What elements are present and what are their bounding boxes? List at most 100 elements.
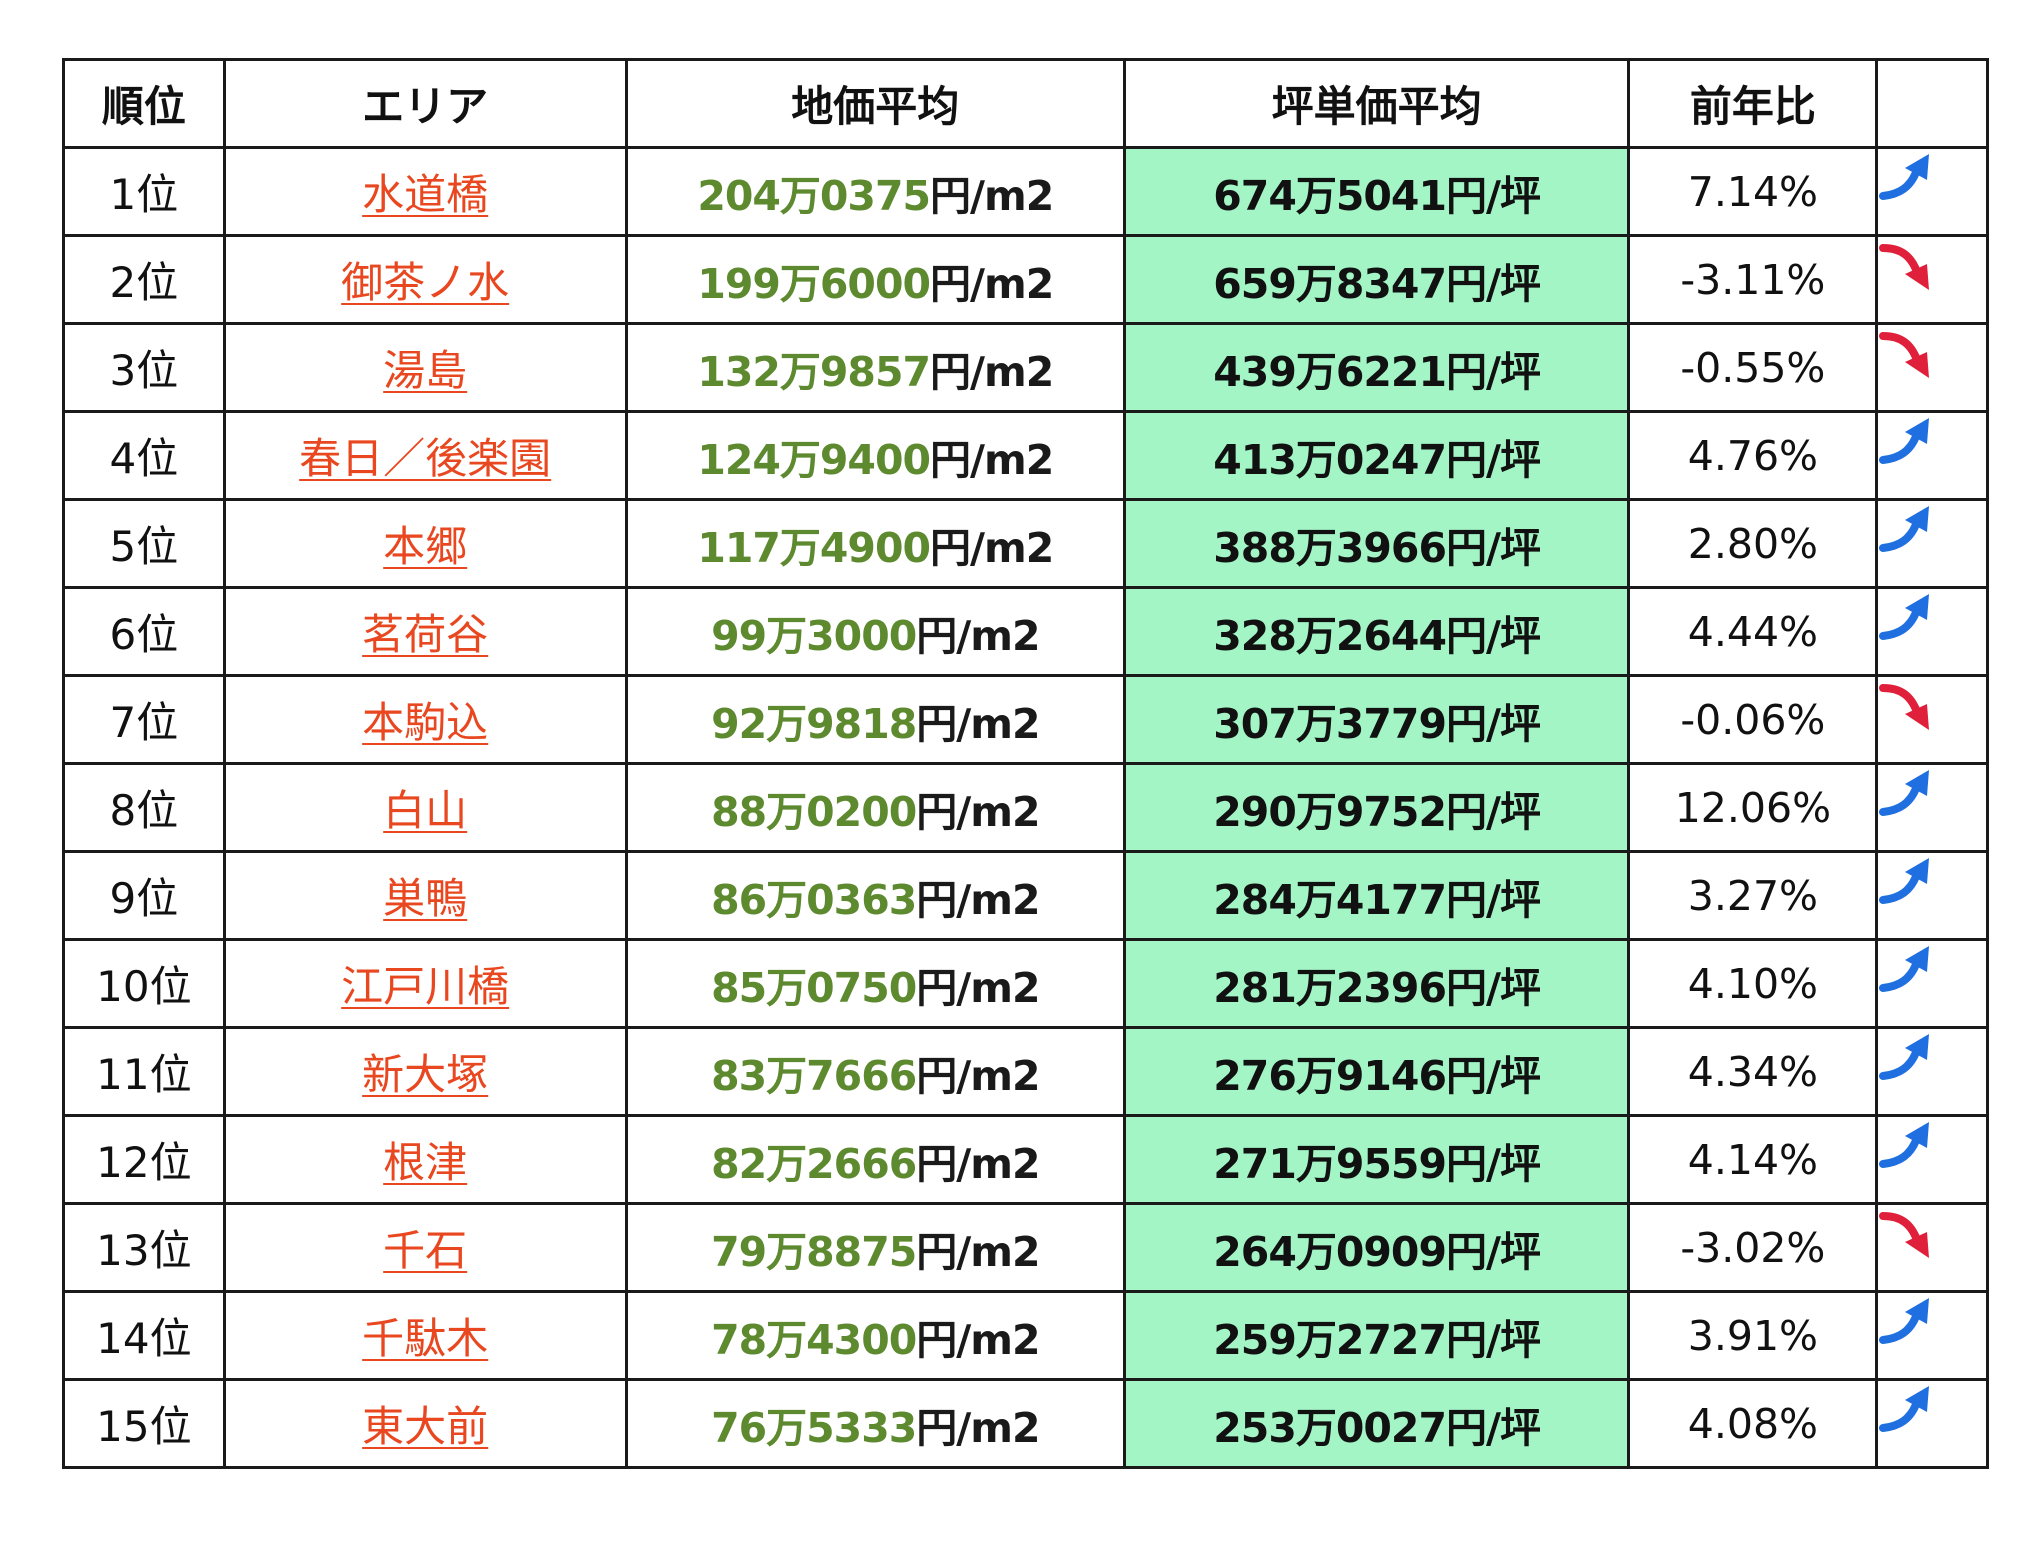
header-area: エリア — [222, 58, 628, 149]
area-link[interactable]: 千駄木 — [362, 1314, 489, 1363]
tsubo-price-cell: 413万0247円/坪 — [1122, 410, 1631, 501]
table-row: 5位 本郷 117万4900円/m2 388万3966円/坪 2.80% — [62, 498, 1989, 589]
area-link[interactable]: 茗荷谷 — [362, 610, 489, 659]
yoy-cell: 7.14% — [1627, 146, 1879, 237]
area-link[interactable]: 白山 — [383, 786, 468, 835]
table-row: 4位 春日／後楽園 124万9400円/m2 413万0247円/坪 4.76% — [62, 410, 1989, 501]
area-link[interactable]: 千石 — [383, 1226, 468, 1275]
rank-cell: 1位 — [62, 146, 226, 237]
yoy-cell: 4.44% — [1627, 586, 1879, 677]
table-row: 6位 茗荷谷 99万3000円/m2 328万2644円/坪 4.44% — [62, 586, 1989, 677]
land-price-cell: 132万9857円/m2 — [624, 322, 1126, 413]
table-row: 2位 御茶ノ水 199万6000円/m2 659万8347円/坪 -3.11% — [62, 234, 1989, 325]
arrow-up-icon — [1879, 1298, 1930, 1344]
rank-cell: 3位 — [62, 322, 226, 413]
rank-cell: 6位 — [62, 586, 226, 677]
table-body: 1位 水道橋 204万0375 円/m2 674万5041円/坪 7.14% 2位 御茶ノ水 1… — [62, 146, 1989, 1469]
rank-cell: 13位 — [62, 1202, 226, 1293]
land-price-unit: 円/m2 — [916, 787, 1040, 836]
area-link[interactable]: 江戸川橋 — [341, 962, 510, 1011]
land-price-unit: 円/m2 — [916, 963, 1040, 1012]
tsubo-price-cell: 284万4177円/坪 — [1122, 850, 1631, 941]
tsubo-price-cell: 307万3779円/坪 — [1122, 674, 1631, 765]
header-yoy: 前年比 — [1627, 58, 1879, 149]
trend-cell — [1875, 586, 1989, 677]
yoy-cell: 4.08% — [1627, 1378, 1879, 1469]
arrow-up-icon — [1879, 1122, 1930, 1168]
table-row: 13位 千石 79万8875円/m2 264万0909円/坪 -3.02% — [62, 1202, 1989, 1293]
land-price-cell: 82万2666円/m2 — [624, 1114, 1126, 1205]
area-link[interactable]: 湯島 — [383, 346, 468, 395]
land-price-ranking-table: 順位 エリア 地価平均 坪単価平均 前年比 1位 水道橋 204万0375 円/m2 6… — [62, 58, 1989, 1469]
area-cell: 本郷 — [222, 498, 628, 589]
land-price-value: 92万9818 — [711, 699, 917, 748]
land-price-unit: 円/m2 — [916, 1403, 1040, 1452]
tsubo-price-cell: 264万0909円/坪 — [1122, 1202, 1631, 1293]
trend-cell — [1875, 1114, 1989, 1205]
yoy-cell: 4.10% — [1627, 938, 1879, 1029]
land-price-unit: 円/m2 — [916, 1051, 1040, 1100]
land-price-cell: 78万4300円/m2 — [624, 1290, 1126, 1381]
area-link[interactable]: 本郷 — [383, 522, 468, 571]
area-link[interactable]: 新大塚 — [362, 1050, 489, 1099]
trend-cell — [1875, 850, 1989, 941]
yoy-cell: 2.80% — [1627, 498, 1879, 589]
arrow-up-icon — [1879, 418, 1930, 464]
arrow-up-icon — [1879, 770, 1930, 816]
land-price-value: 204万0375 — [697, 171, 931, 220]
trend-cell — [1875, 938, 1989, 1029]
trend-cell — [1875, 146, 1989, 237]
land-price-cell: 85万0750円/m2 — [624, 938, 1126, 1029]
table-row: 8位 白山 88万0200円/m2 290万9752円/坪 12.06% — [62, 762, 1989, 853]
table-row: 7位 本駒込 92万9818円/m2 307万3779円/坪 -0.06% — [62, 674, 1989, 765]
land-price-unit: 円/m2 — [930, 259, 1054, 308]
area-cell: 湯島 — [222, 322, 628, 413]
land-price-unit: 円/m2 — [916, 699, 1040, 748]
area-link[interactable]: 水道橋 — [362, 170, 489, 219]
yoy-cell: 4.76% — [1627, 410, 1879, 501]
rank-cell: 5位 — [62, 498, 226, 589]
arrow-up-icon — [1879, 154, 1930, 200]
area-link[interactable]: 東大前 — [362, 1402, 489, 1451]
arrow-up-icon — [1879, 506, 1930, 552]
area-link[interactable]: 根津 — [383, 1138, 468, 1187]
table-row: 11位 新大塚 83万7666円/m2 276万9146円/坪 4.34% — [62, 1026, 1989, 1117]
land-price-value: 99万3000 — [711, 611, 917, 660]
area-link[interactable]: 本駒込 — [362, 698, 489, 747]
area-link[interactable]: 御茶ノ水 — [341, 258, 510, 307]
header-row: 順位 エリア 地価平均 坪単価平均 前年比 — [62, 58, 1989, 149]
land-price-value: 132万9857 — [697, 347, 931, 396]
area-cell: 巣鴨 — [222, 850, 628, 941]
land-price-unit: 円/m2 — [916, 1139, 1040, 1188]
table-row: 15位 東大前 76万5333円/m2 253万0027円/坪 4.08% — [62, 1378, 1989, 1469]
rank-cell: 9位 — [62, 850, 226, 941]
area-link[interactable]: 巣鴨 — [383, 874, 468, 923]
land-price-unit: 円/m2 — [930, 347, 1054, 396]
header-land-price: 地価平均 — [624, 58, 1126, 149]
yoy-cell: 3.27% — [1627, 850, 1879, 941]
table-row: 1位 水道橋 204万0375円/m2 674万5041円/坪 7.14% — [62, 146, 1989, 237]
land-price-unit: 円/m2 — [916, 1227, 1040, 1276]
table-row: 12位 根津 82万2666円/m2 271万9559円/坪 4.14% — [62, 1114, 1989, 1205]
arrow-up-icon — [1879, 946, 1930, 992]
tsubo-price-cell: 674万5041円/坪 — [1122, 146, 1631, 237]
table-row: 9位 巣鴨 86万0363円/m2 284万4177円/坪 3.27% — [62, 850, 1989, 941]
arrow-down-icon — [1879, 684, 1930, 730]
trend-cell — [1875, 410, 1989, 501]
land-price-value: 83万7666 — [711, 1051, 917, 1100]
area-cell: 御茶ノ水 — [222, 234, 628, 325]
tsubo-price-cell: 259万2727円/坪 — [1122, 1290, 1631, 1381]
area-cell: 水道橋 — [222, 146, 628, 237]
land-price-cell: 124万9400円/m2 — [624, 410, 1126, 501]
yoy-cell: 12.06% — [1627, 762, 1879, 853]
land-price-value: 199万6000 — [697, 259, 931, 308]
yoy-cell: -0.06% — [1627, 674, 1879, 765]
area-link[interactable]: 春日／後楽園 — [299, 434, 552, 483]
land-price-cell: 76万5333円/m2 — [624, 1378, 1126, 1469]
arrow-up-icon — [1879, 1034, 1930, 1080]
area-cell: 千石 — [222, 1202, 628, 1293]
land-price-cell: 99万3000円/m2 — [624, 586, 1126, 677]
land-price-unit: 円/m2 — [930, 435, 1054, 484]
rank-cell: 2位 — [62, 234, 226, 325]
trend-cell — [1875, 322, 1989, 413]
